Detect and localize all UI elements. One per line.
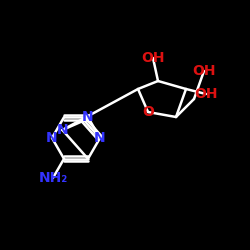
Text: N: N — [56, 123, 68, 137]
Text: O: O — [142, 105, 154, 119]
Text: NH₂: NH₂ — [38, 171, 68, 185]
Text: OH: OH — [194, 87, 218, 101]
Text: N: N — [46, 131, 58, 145]
Text: N: N — [82, 110, 94, 124]
Text: OH: OH — [141, 51, 165, 65]
Text: N: N — [94, 131, 106, 145]
Text: OH: OH — [192, 64, 216, 78]
